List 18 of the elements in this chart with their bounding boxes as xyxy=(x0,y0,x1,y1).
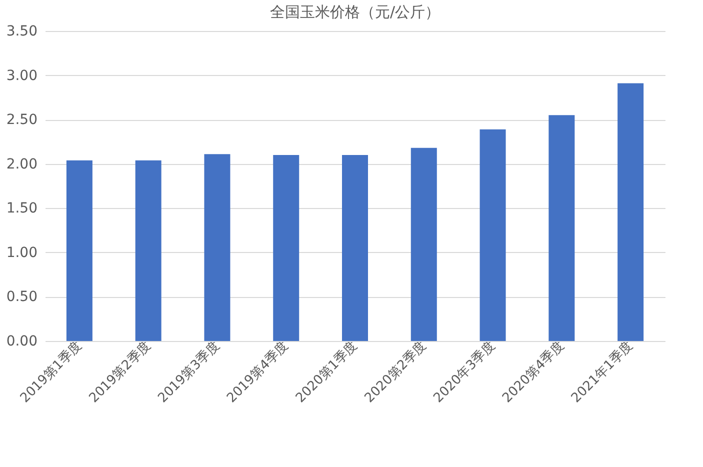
y-tick-label: 1.50 xyxy=(6,200,38,217)
chart-title: 全国玉米价格（元/公斤） xyxy=(270,3,440,21)
bar xyxy=(204,154,230,341)
y-tick-label: 2.00 xyxy=(6,156,38,172)
y-tick-label: 0.00 xyxy=(6,334,38,350)
y-tick-label: 2.50 xyxy=(6,112,38,128)
bar xyxy=(480,129,506,341)
bar xyxy=(135,160,162,341)
y-tick-label: 1.00 xyxy=(6,244,38,261)
bar xyxy=(548,115,575,341)
bar xyxy=(342,155,368,341)
bar xyxy=(273,155,300,341)
bar xyxy=(618,83,644,341)
bar xyxy=(66,160,92,341)
y-tick-label: 3.50 xyxy=(6,24,38,40)
bar xyxy=(410,148,437,341)
y-tick-label: 0.50 xyxy=(6,289,38,306)
y-tick-label: 3.00 xyxy=(6,68,38,84)
